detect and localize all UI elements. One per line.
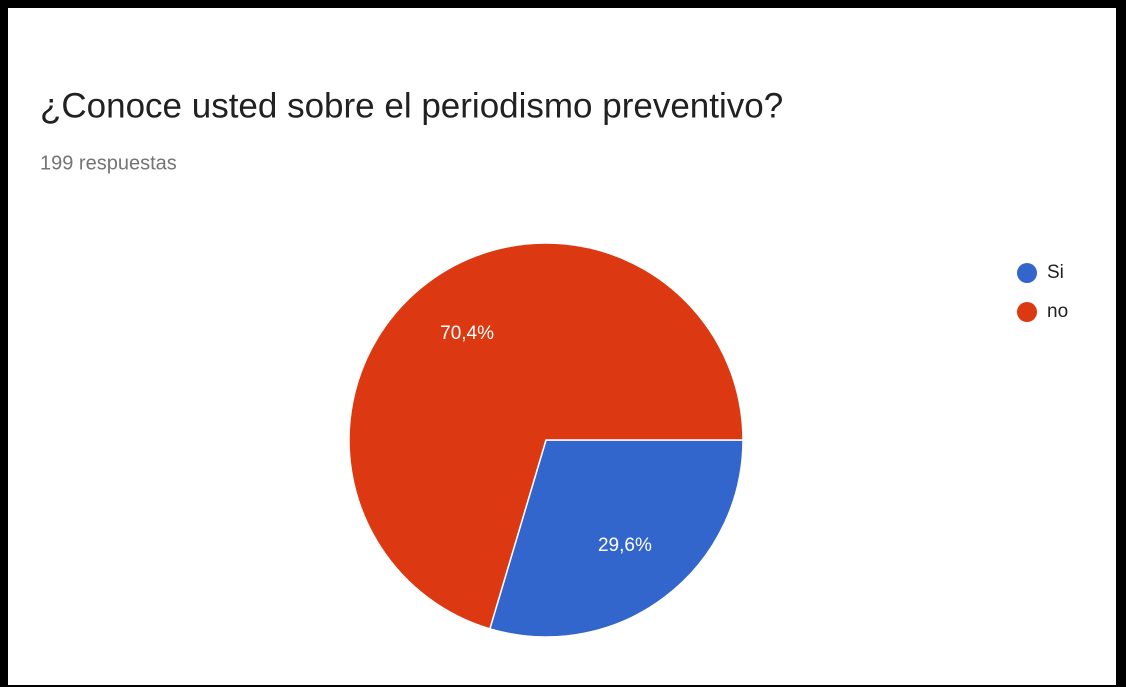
chart-subtitle: 199 respuestas <box>40 152 177 174</box>
chart-title: ¿Conoce usted sobre el periodismo preven… <box>40 86 783 125</box>
pie-slice <box>348 242 744 630</box>
slice-label: 29,6% <box>598 535 652 556</box>
legend-swatch <box>1017 263 1037 283</box>
pie-slice <box>488 439 744 638</box>
legend-label: no <box>1047 301 1068 322</box>
legend-label: Si <box>1047 262 1064 283</box>
legend-swatch <box>1017 302 1037 322</box>
slice-label: 70,4% <box>440 323 494 344</box>
